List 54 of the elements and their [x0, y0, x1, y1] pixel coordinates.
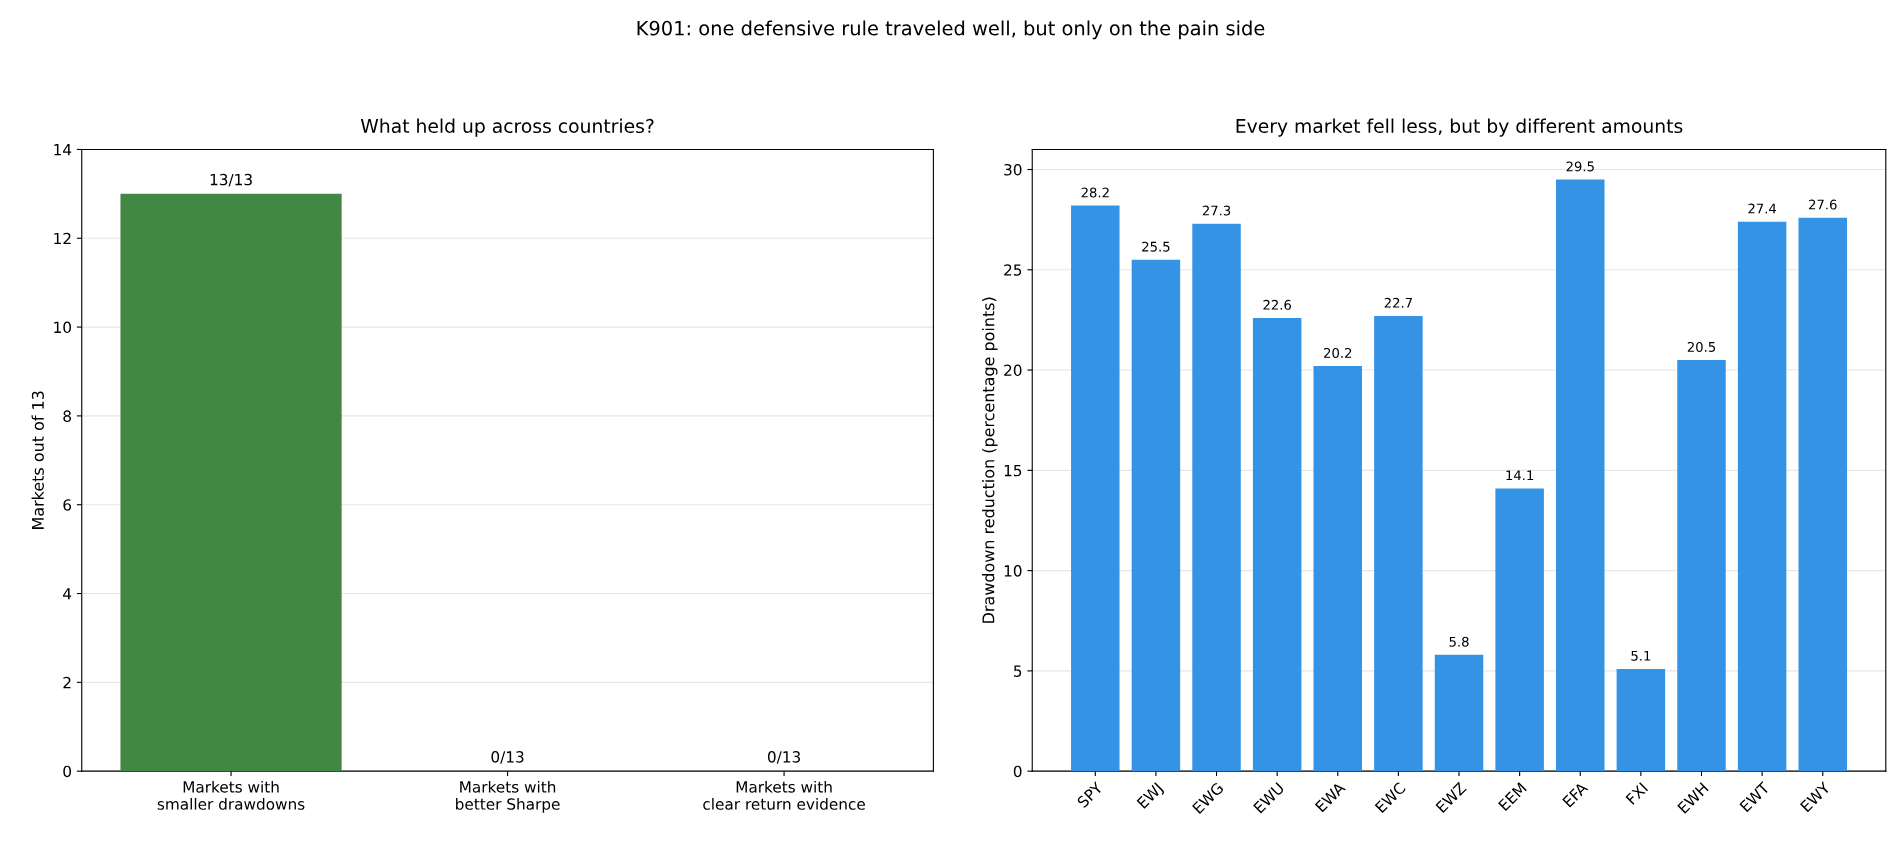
- y-tick-label: 10: [54, 321, 72, 334]
- bar: [1556, 179, 1605, 772]
- x-tick-label: EFA: [1562, 781, 1589, 808]
- data-label: 13/13: [210, 173, 252, 187]
- bar: [1495, 488, 1544, 772]
- data-label: 27.6: [1809, 199, 1837, 210]
- data-label: 27.4: [1748, 203, 1777, 214]
- y-tick-label: 0: [1013, 765, 1022, 778]
- data-label: 29.5: [1566, 161, 1594, 172]
- bar: [1434, 654, 1484, 772]
- y-tick-label: 2: [63, 676, 71, 689]
- y-tick-label: 0: [63, 765, 72, 778]
- x-tick-label: Markets with clear return evidence: [703, 780, 865, 810]
- data-label: 0/13: [491, 751, 524, 764]
- x-tick-label: Markets with smaller drawdowns: [157, 780, 305, 810]
- data-label: 20.2: [1324, 347, 1352, 358]
- data-label: 27.3: [1202, 205, 1231, 216]
- y-tick-label: 30: [1004, 163, 1022, 176]
- data-label: 5.1: [1631, 650, 1651, 661]
- text: K901: one defensive rule traveled well, but only on the pain side: [637, 20, 1265, 40]
- bar: [1798, 217, 1847, 772]
- y-axis-title: Markets out of 13: [31, 391, 44, 529]
- y-tick-label: 8: [63, 410, 71, 422]
- bar: [1313, 366, 1363, 772]
- y-tick-label: 15: [1004, 465, 1022, 477]
- data-label: 14.1: [1506, 470, 1534, 481]
- bar: [1131, 259, 1181, 772]
- y-tick-label: 4: [63, 588, 72, 600]
- data-label: 22.7: [1384, 297, 1412, 308]
- chart-title: What held up across countries?: [360, 118, 654, 137]
- x-tick-label: Markets with better Sharpe: [456, 780, 560, 813]
- bar: [1737, 221, 1787, 772]
- bar: [1616, 668, 1666, 772]
- y-tick-label: 20: [1004, 364, 1022, 377]
- data-label: 5.8: [1449, 636, 1469, 647]
- bar: [1374, 315, 1423, 772]
- y-tick-label: 6: [63, 499, 72, 511]
- y-tick-label: 10: [1004, 565, 1022, 577]
- data-label: 0/13: [767, 751, 801, 764]
- bar: [1071, 205, 1120, 772]
- data-label: 28.2: [1081, 187, 1109, 198]
- y-axis-title: Drawdown reduction (percentage points): [982, 297, 998, 623]
- bar: [1192, 223, 1241, 772]
- data-label: 20.5: [1687, 341, 1716, 352]
- y-tick-label: 5: [1013, 665, 1022, 677]
- bar: [1677, 360, 1726, 772]
- y-tick-label: 14: [54, 144, 72, 156]
- y-tick-label: 12: [54, 232, 71, 245]
- chart-title: Every market fell less, but by different amounts: [1236, 118, 1683, 137]
- data-label: 22.6: [1263, 299, 1292, 310]
- data-label: 25.5: [1142, 241, 1170, 252]
- bar: [1252, 317, 1302, 772]
- y-tick-label: 25: [1004, 264, 1022, 276]
- x-tick-label: FXI: [1625, 782, 1649, 805]
